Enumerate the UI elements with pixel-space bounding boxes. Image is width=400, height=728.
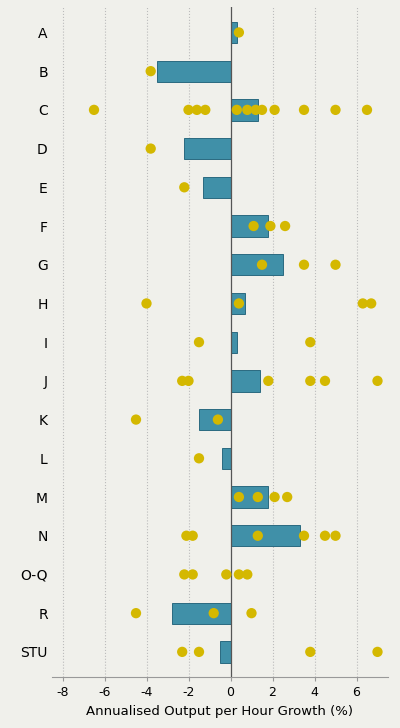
Point bbox=[255, 530, 261, 542]
Point bbox=[236, 491, 242, 503]
Point bbox=[183, 530, 190, 542]
Bar bbox=[230, 22, 237, 43]
Point bbox=[194, 104, 200, 116]
Point bbox=[210, 607, 217, 619]
Point bbox=[185, 375, 192, 387]
Bar bbox=[199, 409, 230, 430]
Bar bbox=[230, 525, 300, 547]
Point bbox=[190, 569, 196, 580]
Bar bbox=[230, 99, 258, 121]
Point bbox=[332, 259, 339, 271]
Point bbox=[301, 259, 307, 271]
Point bbox=[307, 375, 314, 387]
Bar bbox=[157, 60, 230, 82]
Point bbox=[250, 220, 257, 232]
Point bbox=[236, 569, 242, 580]
Point bbox=[267, 220, 274, 232]
Point bbox=[133, 414, 139, 425]
Point bbox=[143, 298, 150, 309]
Point bbox=[282, 220, 288, 232]
Point bbox=[244, 104, 250, 116]
Bar bbox=[230, 254, 283, 275]
Point bbox=[368, 298, 374, 309]
Point bbox=[374, 375, 381, 387]
Point bbox=[301, 104, 307, 116]
Point bbox=[185, 104, 192, 116]
Point bbox=[322, 530, 328, 542]
Point bbox=[190, 530, 196, 542]
Point bbox=[272, 104, 278, 116]
Point bbox=[223, 569, 230, 580]
Point bbox=[91, 104, 97, 116]
Point bbox=[322, 375, 328, 387]
Point bbox=[248, 607, 255, 619]
Point bbox=[179, 646, 185, 657]
Bar bbox=[230, 215, 268, 237]
Point bbox=[284, 491, 290, 503]
Point bbox=[148, 143, 154, 154]
Point bbox=[196, 646, 202, 657]
Bar bbox=[222, 448, 230, 469]
Point bbox=[181, 569, 188, 580]
Point bbox=[244, 569, 250, 580]
Point bbox=[332, 530, 339, 542]
Point bbox=[196, 336, 202, 348]
Point bbox=[202, 104, 208, 116]
Point bbox=[259, 104, 265, 116]
Point bbox=[265, 375, 272, 387]
Point bbox=[215, 414, 221, 425]
Bar bbox=[220, 641, 230, 662]
Point bbox=[364, 104, 370, 116]
Point bbox=[252, 104, 259, 116]
Point bbox=[360, 298, 366, 309]
Bar bbox=[230, 331, 237, 353]
Point bbox=[307, 646, 314, 657]
Bar bbox=[230, 486, 268, 507]
Point bbox=[179, 375, 185, 387]
Bar bbox=[203, 177, 230, 198]
Point bbox=[272, 491, 278, 503]
Point bbox=[133, 607, 139, 619]
Bar bbox=[184, 138, 230, 159]
Point bbox=[236, 298, 242, 309]
Point bbox=[259, 259, 265, 271]
Point bbox=[374, 646, 381, 657]
Point bbox=[255, 491, 261, 503]
Point bbox=[196, 453, 202, 464]
Point bbox=[181, 181, 188, 193]
Point bbox=[332, 104, 339, 116]
Point bbox=[301, 530, 307, 542]
Bar bbox=[230, 371, 260, 392]
Point bbox=[307, 336, 314, 348]
Point bbox=[236, 27, 242, 39]
X-axis label: Annualised Output per Hour Growth (%): Annualised Output per Hour Growth (%) bbox=[86, 705, 354, 718]
Bar bbox=[230, 293, 245, 314]
Point bbox=[148, 66, 154, 77]
Bar bbox=[172, 603, 230, 624]
Point bbox=[234, 104, 240, 116]
